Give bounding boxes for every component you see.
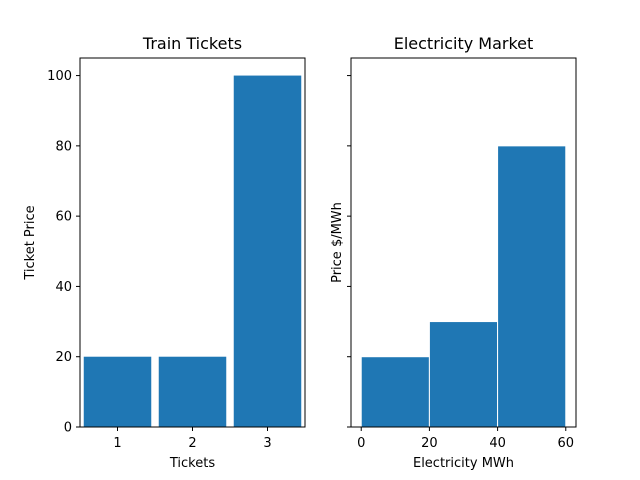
train-tickets-x-tick-label-2: 2 (188, 436, 196, 451)
train-tickets-y-tick-label-0: 0 (64, 421, 72, 436)
train-tickets-y-axis-label: Ticket Price (23, 205, 38, 280)
train-tickets-bar-1 (83, 356, 152, 427)
electricity-market-x-tick-label-60: 60 (557, 436, 574, 451)
train-tickets-x-ticks: 1 2 3 (113, 427, 272, 451)
train-tickets-title: Train Tickets (142, 34, 242, 53)
electricity-market-title: Electricity Market (394, 34, 534, 53)
electricity-market-bar-1 (360, 356, 430, 428)
electricity-market-bars (360, 145, 567, 428)
train-tickets-y-tick-label-80: 80 (55, 139, 72, 154)
train-tickets-bars (83, 75, 302, 428)
electricity-market-axes-frame (350, 57, 577, 428)
train-tickets-x-tick-label-3: 3 (263, 436, 271, 451)
train-tickets-bar-3 (233, 75, 302, 428)
electricity-market-bar-2 (428, 321, 499, 428)
train-tickets-y-tick-label-60: 60 (55, 210, 72, 225)
electricity-market-y-ticks (347, 75, 351, 428)
train-tickets-bar-2 (158, 356, 227, 427)
electricity-market-bar-3 (497, 145, 567, 428)
electricity-market-x-axis-label: Electricity MWh (413, 456, 514, 471)
train-tickets-y-ticks: 0 20 40 60 80 100 (47, 69, 80, 436)
electricity-market-plot: 0 20 40 60 Electricity Market Electricity M… (330, 34, 577, 471)
electricity-market-x-tick-label-0: 0 (357, 436, 365, 451)
electricity-market-x-tick-label-20: 20 (421, 436, 438, 451)
electricity-market-x-tick-label-40: 40 (489, 436, 506, 451)
train-tickets-plot: 1 2 3 0 20 40 60 80 100 Train Tickets Tickets T… (23, 34, 306, 471)
electricity-market-y-axis-label: Price $/MWh (330, 202, 345, 283)
train-tickets-x-axis-label: Tickets (169, 456, 215, 471)
train-tickets-y-tick-label-40: 40 (55, 280, 72, 295)
train-tickets-y-tick-label-20: 20 (55, 350, 72, 365)
train-tickets-x-tick-label-1: 1 (113, 436, 121, 451)
train-tickets-axes-frame (79, 57, 306, 428)
train-tickets-y-tick-label-100: 100 (47, 69, 72, 84)
electricity-market-x-ticks: 0 20 40 60 (357, 427, 574, 451)
